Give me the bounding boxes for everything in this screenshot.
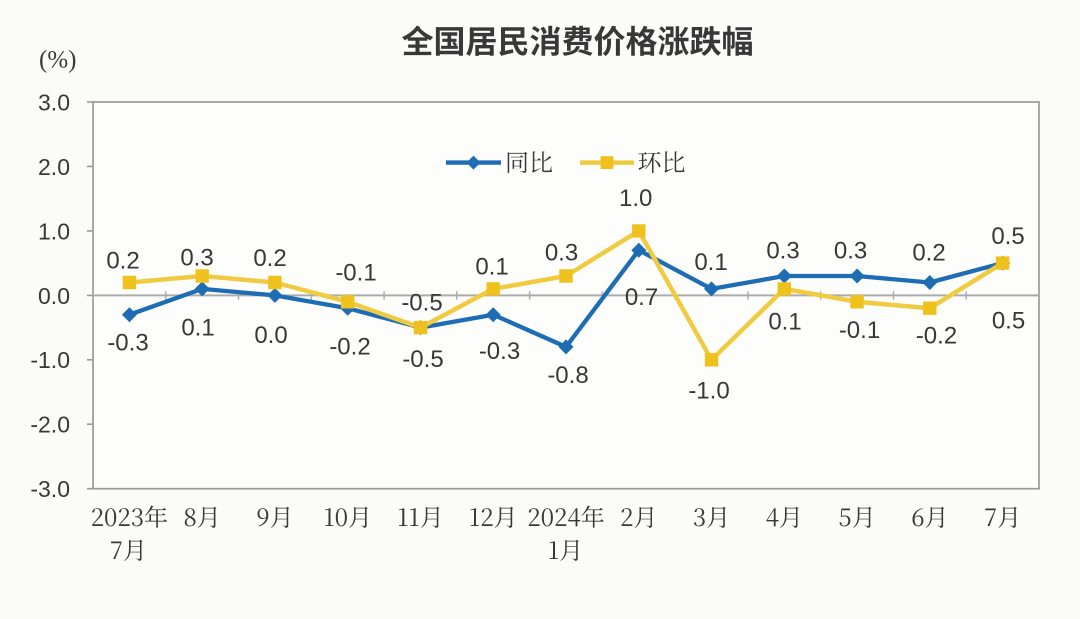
svg-text:0.2: 0.2	[106, 248, 139, 275]
svg-text:-0.1: -0.1	[839, 317, 880, 344]
svg-text:1.0: 1.0	[619, 185, 652, 212]
svg-text:0.2: 0.2	[912, 240, 945, 267]
svg-text:(%): (%)	[39, 47, 76, 74]
svg-text:0.3: 0.3	[545, 239, 578, 266]
svg-text:0.0: 0.0	[254, 322, 287, 349]
svg-text:0.3: 0.3	[834, 238, 867, 265]
svg-text:-1.0: -1.0	[30, 347, 70, 373]
svg-text:-2.0: -2.0	[30, 412, 70, 438]
svg-text:-3.0: -3.0	[30, 476, 70, 502]
svg-text:0.7: 0.7	[625, 284, 658, 311]
svg-text:0.1: 0.1	[181, 315, 214, 342]
svg-text:-0.8: -0.8	[547, 362, 588, 389]
svg-text:-0.2: -0.2	[329, 334, 370, 361]
svg-text:-0.5: -0.5	[402, 346, 443, 373]
svg-text:-0.3: -0.3	[479, 338, 520, 365]
svg-text:0.5: 0.5	[991, 223, 1024, 250]
svg-text:-0.1: -0.1	[335, 260, 376, 287]
svg-text:0.3: 0.3	[180, 245, 213, 272]
svg-text:-1.0: -1.0	[688, 377, 729, 404]
svg-text:-0.3: -0.3	[107, 330, 148, 357]
svg-text:0.1: 0.1	[694, 249, 727, 276]
svg-text:0.1: 0.1	[475, 254, 508, 281]
svg-text:3.0: 3.0	[38, 89, 70, 115]
svg-text:0.3: 0.3	[766, 238, 799, 265]
svg-text:-0.2: -0.2	[916, 322, 957, 349]
svg-text:1.0: 1.0	[38, 218, 70, 244]
svg-text:0.2: 0.2	[253, 245, 286, 272]
svg-text:0.0: 0.0	[38, 283, 70, 309]
svg-text:2.0: 2.0	[38, 154, 70, 180]
svg-text:0.5: 0.5	[992, 308, 1025, 335]
svg-text:-0.5: -0.5	[401, 290, 442, 317]
svg-text:0.1: 0.1	[768, 308, 801, 335]
